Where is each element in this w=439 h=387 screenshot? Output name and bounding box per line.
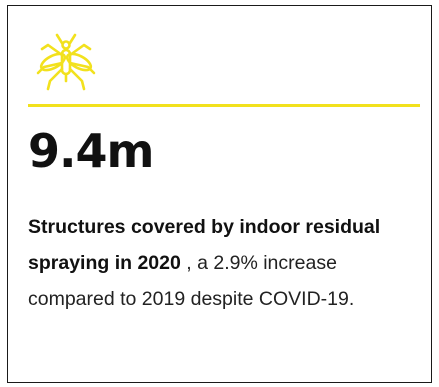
divider <box>28 104 420 107</box>
stat-description: Structures covered by indoor residual sp… <box>28 209 423 317</box>
stat-value: 9.4m <box>28 121 153 181</box>
mosquito-icon <box>32 31 100 97</box>
stat-card: 9.4m Structures covered by indoor residu… <box>7 5 432 383</box>
